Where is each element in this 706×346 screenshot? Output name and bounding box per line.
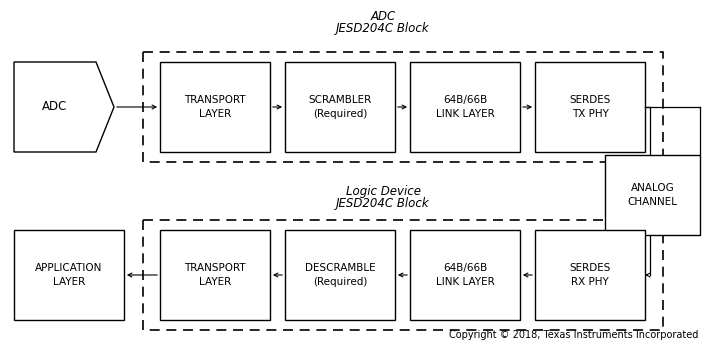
Text: TRANSPORT
LAYER: TRANSPORT LAYER bbox=[184, 263, 246, 287]
Text: Logic Device: Logic Device bbox=[345, 185, 421, 198]
Bar bbox=[605, 155, 700, 235]
Bar bbox=[410, 62, 520, 152]
Text: JESD204C Block: JESD204C Block bbox=[336, 22, 430, 35]
Text: ADC: ADC bbox=[371, 10, 395, 23]
Text: ANALOG
CHANNEL: ANALOG CHANNEL bbox=[628, 183, 678, 207]
Text: SERDES
RX PHY: SERDES RX PHY bbox=[569, 263, 611, 287]
Text: 64B/66B
LINK LAYER: 64B/66B LINK LAYER bbox=[436, 263, 494, 287]
Text: SERDES
TX PHY: SERDES TX PHY bbox=[569, 95, 611, 119]
Text: 64B/66B
LINK LAYER: 64B/66B LINK LAYER bbox=[436, 95, 494, 119]
Text: DESCRAMBLE
(Required): DESCRAMBLE (Required) bbox=[305, 263, 376, 287]
Bar bbox=[410, 230, 520, 320]
Bar bbox=[160, 62, 270, 152]
Text: JESD204C Block: JESD204C Block bbox=[336, 197, 430, 210]
Polygon shape bbox=[14, 62, 114, 152]
Bar bbox=[535, 62, 645, 152]
Text: ADC: ADC bbox=[42, 100, 68, 113]
Bar bbox=[143, 220, 663, 330]
Text: TRANSPORT
LAYER: TRANSPORT LAYER bbox=[184, 95, 246, 119]
Bar bbox=[160, 230, 270, 320]
Text: SCRAMBLER
(Required): SCRAMBLER (Required) bbox=[309, 95, 371, 119]
Bar bbox=[535, 230, 645, 320]
Bar bbox=[143, 52, 663, 162]
Text: Copyright © 2018, Texas Instruments Incorporated: Copyright © 2018, Texas Instruments Inco… bbox=[448, 330, 698, 340]
Bar bbox=[285, 62, 395, 152]
Text: APPLICATION
LAYER: APPLICATION LAYER bbox=[35, 263, 102, 287]
Bar bbox=[285, 230, 395, 320]
Bar bbox=[14, 230, 124, 320]
